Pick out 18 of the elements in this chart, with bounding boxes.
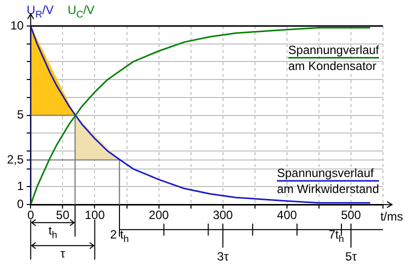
- series-label: Spannungverlauf am Kondensator: [288, 42, 380, 73]
- x-tick-label: 200: [148, 208, 170, 222]
- text: 5τ: [345, 250, 357, 264]
- x-tick-label: 500: [340, 208, 362, 222]
- y-tick-label: 2,5: [6, 152, 24, 166]
- x-tick-label: 50: [56, 208, 70, 222]
- x-tick-label: 100: [84, 208, 106, 222]
- series-label: Spannungsverlauf am Wirkwiderstand: [276, 166, 380, 196]
- y-tick-label: 10: [10, 18, 24, 32]
- text: τ: [60, 246, 66, 261]
- x-tick-label: 300: [212, 208, 234, 222]
- y-tick-label: 1: [16, 179, 24, 194]
- y-tick-label: 0: [16, 196, 24, 211]
- y-tick-label: 5: [16, 108, 24, 122]
- text: 3τ: [217, 250, 229, 264]
- x-axis-title: t/ms: [380, 210, 404, 224]
- x-tick-label: 400: [276, 208, 298, 222]
- x-tick-label: 0: [27, 208, 34, 222]
